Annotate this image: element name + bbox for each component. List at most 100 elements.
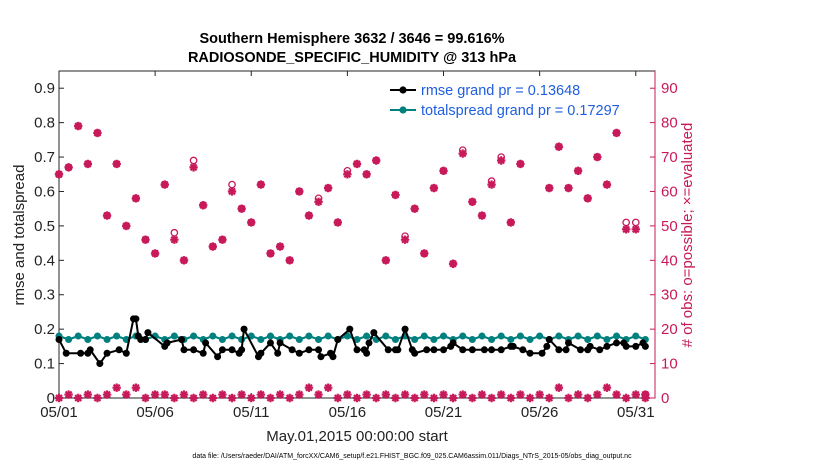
rmse-point — [163, 339, 171, 347]
rmse-point — [538, 349, 546, 357]
totalspread-point — [190, 332, 198, 340]
rmse-point — [266, 339, 274, 347]
totalspread-point — [113, 332, 121, 340]
obs-bottom-marker — [593, 390, 602, 399]
obs-evaluated-marker — [323, 183, 333, 193]
obs-bottom-marker — [506, 393, 516, 403]
obs-bottom-marker — [227, 393, 237, 403]
legend-spread-marker — [399, 106, 407, 114]
legend-rmse-label: rmse grand pr = 0.13648 — [421, 83, 580, 99]
obs-bottom-marker — [160, 390, 169, 399]
obs-bottom-marker — [102, 390, 112, 399]
rmse-point — [274, 349, 282, 357]
rmse-point — [276, 339, 284, 347]
totalspread-point — [536, 332, 544, 340]
obs-bottom-marker — [247, 393, 256, 403]
rmse-point — [228, 346, 236, 354]
y-left-tick-label: 0.6 — [34, 183, 55, 200]
obs-evaluated-marker — [179, 256, 189, 265]
totalspread-point — [555, 332, 563, 340]
rmse-point — [509, 342, 517, 350]
rmse-point — [519, 346, 527, 354]
obs-bottom-marker — [198, 390, 208, 399]
obs-bottom-marker — [602, 383, 612, 392]
obs-evaluated-marker — [362, 170, 371, 179]
legend-spread-label: totalspread grand pr = 0.17297 — [421, 103, 620, 119]
totalspread-point — [497, 332, 505, 340]
obs-bottom-marker — [631, 390, 640, 399]
obs-bottom-marker — [381, 390, 391, 399]
obs-bottom-marker — [420, 390, 429, 399]
rmse-point — [55, 335, 63, 343]
y-right-tick-label: 50 — [661, 218, 678, 235]
totalspread-point — [257, 335, 265, 343]
obs-bottom-marker — [352, 393, 362, 403]
obs-evaluated-marker — [593, 152, 602, 162]
obs-evaluated-marker — [372, 156, 381, 165]
rmse-series — [55, 315, 649, 368]
obs-bottom-marker — [314, 390, 323, 399]
rmse-point — [468, 346, 476, 354]
y-left-tick-label: 0.9 — [34, 80, 55, 97]
rmse-point — [564, 339, 572, 347]
plot-area — [58, 70, 656, 399]
x-tick-label: 05/06 — [136, 404, 174, 421]
obs-bottom-marker — [266, 393, 275, 403]
obs-evaluated-marker — [439, 166, 448, 176]
totalspread-point — [613, 332, 621, 340]
obs-evaluated-marker — [583, 194, 592, 203]
obs-evaluated-marker — [545, 183, 554, 193]
x-tick-label: 05/26 — [521, 404, 559, 421]
y-axis-left: 0 0.1 0.2 0.3 0.4 0.5 0.6 0.7 0.8 0.9 — [34, 80, 64, 407]
rmse-point — [613, 339, 621, 347]
rmse-point — [305, 346, 313, 354]
obs-evaluated-marker — [458, 149, 467, 158]
obs-bottom-marker — [141, 393, 150, 403]
totalspread-point — [391, 335, 399, 343]
totalspread-point — [516, 332, 524, 340]
rmse-point — [365, 339, 373, 347]
obs-bottom-marker — [439, 390, 448, 399]
totalspread-point — [286, 332, 294, 340]
obs-evaluated-marker — [54, 170, 64, 179]
obs-bottom-marker — [304, 383, 314, 392]
rmse-point — [103, 349, 111, 357]
data-file-footer: data file: /Users/raeder/DAI/ATM_forcXX/… — [192, 453, 632, 460]
rmse-point — [603, 342, 611, 350]
totalspread-point — [507, 335, 515, 343]
rmse-point — [384, 346, 392, 354]
obs-evaluated-marker — [160, 180, 169, 189]
obs-evaluated-marker — [410, 204, 419, 213]
rmse-point — [96, 360, 104, 368]
obs-evaluated-marker — [237, 204, 246, 213]
obs-evaluated-marker — [170, 235, 179, 244]
obs-bottom-marker — [545, 393, 554, 403]
obs-evaluated-marker — [227, 187, 237, 196]
obs-bottom-marker — [458, 390, 467, 399]
obs-bottom-marker — [64, 390, 73, 399]
rmse-point — [346, 325, 354, 333]
rmse-point — [363, 349, 371, 357]
obs-evaluated-marker — [333, 218, 342, 227]
totalspread-point — [430, 335, 438, 343]
legend: rmse grand pr = 0.13648 totalspread gran… — [388, 80, 650, 121]
obs-bottom-marker — [516, 390, 525, 399]
obs-evaluated-marker — [391, 190, 400, 200]
y-right-tick-label: 20 — [661, 321, 678, 338]
legend-rmse-marker — [399, 86, 407, 94]
obs-evaluated-marker — [285, 256, 294, 265]
rmse-point — [394, 346, 402, 354]
obs-bottom-marker — [275, 390, 285, 399]
obs-bottom-marker — [83, 390, 93, 399]
rmse-point — [449, 339, 457, 347]
totalspread-point — [65, 335, 73, 343]
obs-bottom-marker — [74, 393, 83, 403]
obs-evaluated-marker — [141, 235, 150, 244]
totalspread-point — [103, 335, 111, 343]
rmse-point — [632, 342, 640, 350]
y-axis-right: 0 10 20 30 40 50 60 70 80 90 — [650, 71, 678, 407]
obs-bottom-marker — [487, 393, 496, 403]
rmse-point — [329, 353, 337, 361]
y-left-tick-label: 0.3 — [34, 287, 55, 304]
